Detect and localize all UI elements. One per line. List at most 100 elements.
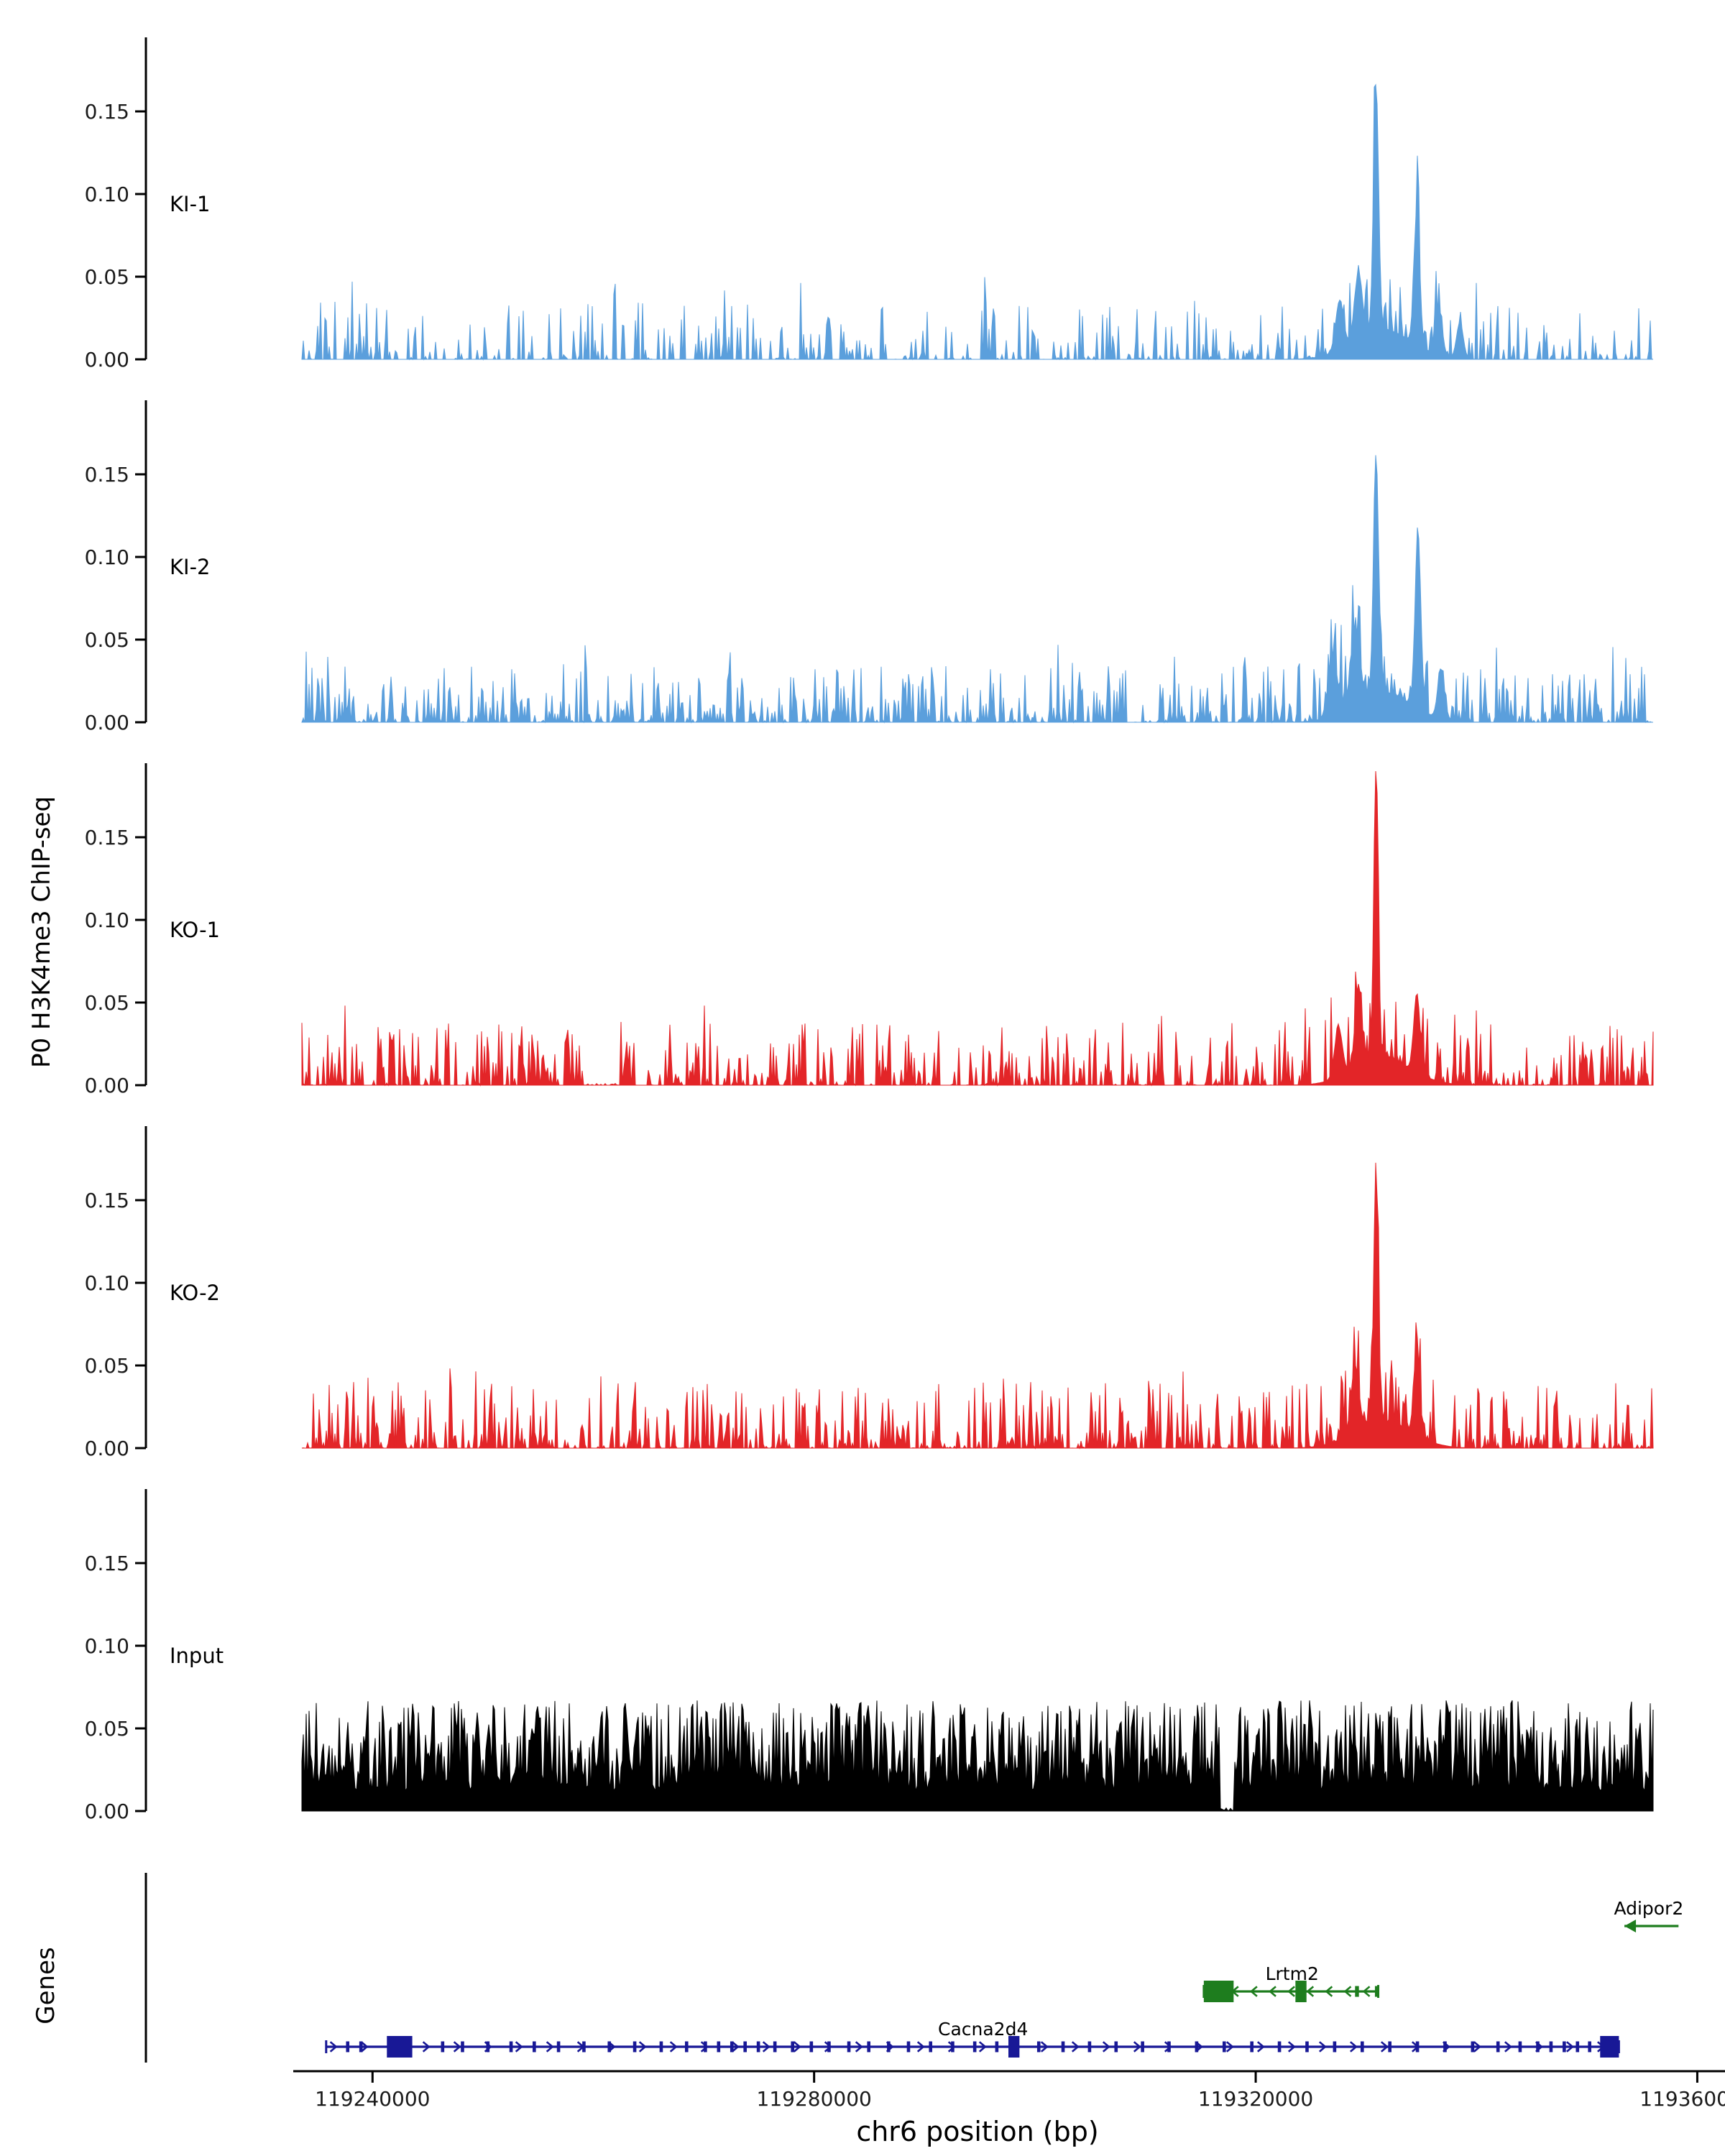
gene-exon xyxy=(1588,2041,1591,2053)
gene-exon xyxy=(809,2041,814,2053)
gene-exon xyxy=(441,2041,445,2053)
y-tick-label: 0.05 xyxy=(85,628,129,652)
strand-chevron xyxy=(1225,2041,1234,2053)
y-tick-label: 0.15 xyxy=(85,100,129,124)
strand-chevron xyxy=(1287,1986,1295,1997)
y-tick-label: 0.10 xyxy=(85,183,129,206)
strand-chevron xyxy=(1133,2041,1141,2053)
strand-chevron xyxy=(1256,2041,1265,2053)
gene-exon xyxy=(995,2041,999,2053)
y-tick-label: 0.10 xyxy=(85,1634,129,1658)
track-label: KI-1 xyxy=(170,192,211,216)
gene-arrow-head xyxy=(1624,1920,1637,1932)
track-plot-KO-1: 0.00 0.05 0.10 0.15 KO-1 xyxy=(85,763,1654,1097)
strand-chevron xyxy=(453,2041,461,2053)
gene-exon xyxy=(972,2041,977,2053)
strand-chevron xyxy=(947,2041,956,2053)
strand-chevron xyxy=(1306,1986,1315,1997)
track-plot-KO-2: 0.00 0.05 0.10 0.15 KO-2 xyxy=(85,1126,1654,1460)
strand-chevron xyxy=(422,2041,431,2053)
gene-exon xyxy=(791,2041,795,2053)
strand-chevron xyxy=(546,2041,554,2053)
gene-exon xyxy=(1536,2041,1540,2053)
gene-exon xyxy=(346,2041,350,2053)
gene-exon xyxy=(582,2041,586,2053)
gene-exon xyxy=(730,2041,734,2053)
gene-exon xyxy=(1141,2041,1144,2053)
gene-exon xyxy=(929,2041,933,2053)
strand-chevron xyxy=(978,2041,987,2053)
strand-chevron xyxy=(700,2041,709,2053)
gene-exon xyxy=(1250,2041,1254,2053)
strand-chevron xyxy=(1040,2041,1049,2053)
strand-chevron xyxy=(731,2041,740,2053)
strand-chevron xyxy=(638,2041,647,2053)
track-plot-Input: 0.00 0.05 0.10 0.15 Input xyxy=(85,1489,1654,1823)
x-tick-label: 119240000 xyxy=(315,2087,430,2111)
gene-name-label: Lrtm2 xyxy=(1266,1963,1319,1984)
gene-exon xyxy=(1167,2041,1171,2053)
gene-Cacna2d4: Cacna2d4 xyxy=(325,2019,1620,2058)
gene-exon xyxy=(867,2041,871,2053)
gene-exon xyxy=(533,2041,536,2053)
strand-chevron xyxy=(1349,2041,1358,2053)
gene-exon xyxy=(632,2041,637,2053)
gene-exon xyxy=(1563,2041,1566,2053)
y-tick-label: 0.15 xyxy=(85,1189,129,1212)
x-axis: 119240000 119280000 119320000 119360000 xyxy=(0,2068,1725,2156)
gene-exon xyxy=(773,2041,777,2053)
signal-KO-2 xyxy=(301,1162,1654,1450)
gene-exon xyxy=(1195,2041,1199,2053)
signal-KI-1 xyxy=(301,83,1654,361)
gene-exon xyxy=(1374,1986,1379,1997)
strand-chevron xyxy=(360,2041,369,2053)
gene-exon xyxy=(1388,2041,1392,2053)
y-tick-label: 0.00 xyxy=(85,348,129,372)
y-tick-label: 0.00 xyxy=(85,1437,129,1460)
gene-exon xyxy=(704,2041,707,2053)
track-panel-KO-2: 0.00 0.05 0.10 0.15 KO-2 xyxy=(0,1118,1725,1480)
gene-exon xyxy=(387,2036,413,2058)
genes-plot: Adipor2 Lrtm2 Cacna2d4 xyxy=(144,1873,1683,2063)
x-axis-label: chr6 position (bp) xyxy=(856,2116,1099,2147)
strand-chevron xyxy=(515,2041,523,2053)
gene-exon xyxy=(756,2041,760,2053)
y-tick-label: 0.00 xyxy=(85,1800,129,1823)
gene-exon xyxy=(1008,2036,1020,2058)
gene-exon xyxy=(1087,2041,1092,2053)
track-plot-KI-2: 0.00 0.05 0.10 0.15 KI-2 xyxy=(85,400,1653,734)
y-tick-label: 0.10 xyxy=(85,545,129,569)
gene-exon xyxy=(1061,2041,1065,2053)
gene-exon xyxy=(607,2041,612,2053)
genes-panel: Adipor2 Lrtm2 Cacna2d4 xyxy=(0,1869,1725,2067)
gene-exon xyxy=(509,2041,513,2053)
gene-exon xyxy=(1360,2041,1364,2053)
y-tick-label: 0.10 xyxy=(85,908,129,932)
track-label: Input xyxy=(170,1644,224,1668)
gene-exon xyxy=(1443,2041,1447,2053)
x-tick-label: 119280000 xyxy=(757,2087,872,2111)
y-tick-label: 0.15 xyxy=(85,1552,129,1575)
strand-chevron xyxy=(1504,2041,1512,2053)
strand-chevron xyxy=(329,2041,338,2053)
gene-exon xyxy=(1277,2041,1282,2053)
strand-chevron xyxy=(1071,2041,1080,2053)
strand-chevron xyxy=(1325,1986,1333,1997)
y-tick-label: 0.05 xyxy=(85,265,129,289)
x-axis-plot: 119240000 119280000 119320000 119360000 xyxy=(293,2070,1725,2111)
gene-name-label: Adipor2 xyxy=(1614,1898,1683,1919)
gene-Lrtm2: Lrtm2 xyxy=(1202,1963,1380,2002)
gene-exon xyxy=(1222,2041,1226,2053)
gene-exon xyxy=(1295,1981,1307,2002)
y-tick-label: 0.15 xyxy=(85,463,129,487)
gene-exon xyxy=(887,2041,891,2053)
gene-exon xyxy=(1036,2041,1041,2053)
gene-exon xyxy=(1496,2041,1500,2053)
gene-exon xyxy=(1518,2041,1522,2053)
strand-chevron xyxy=(1249,1986,1258,1997)
y-tick-label: 0.05 xyxy=(85,991,129,1015)
strand-chevron xyxy=(1380,2041,1389,2053)
gene-exon xyxy=(359,2041,363,2053)
gene-exon xyxy=(684,2041,689,2053)
